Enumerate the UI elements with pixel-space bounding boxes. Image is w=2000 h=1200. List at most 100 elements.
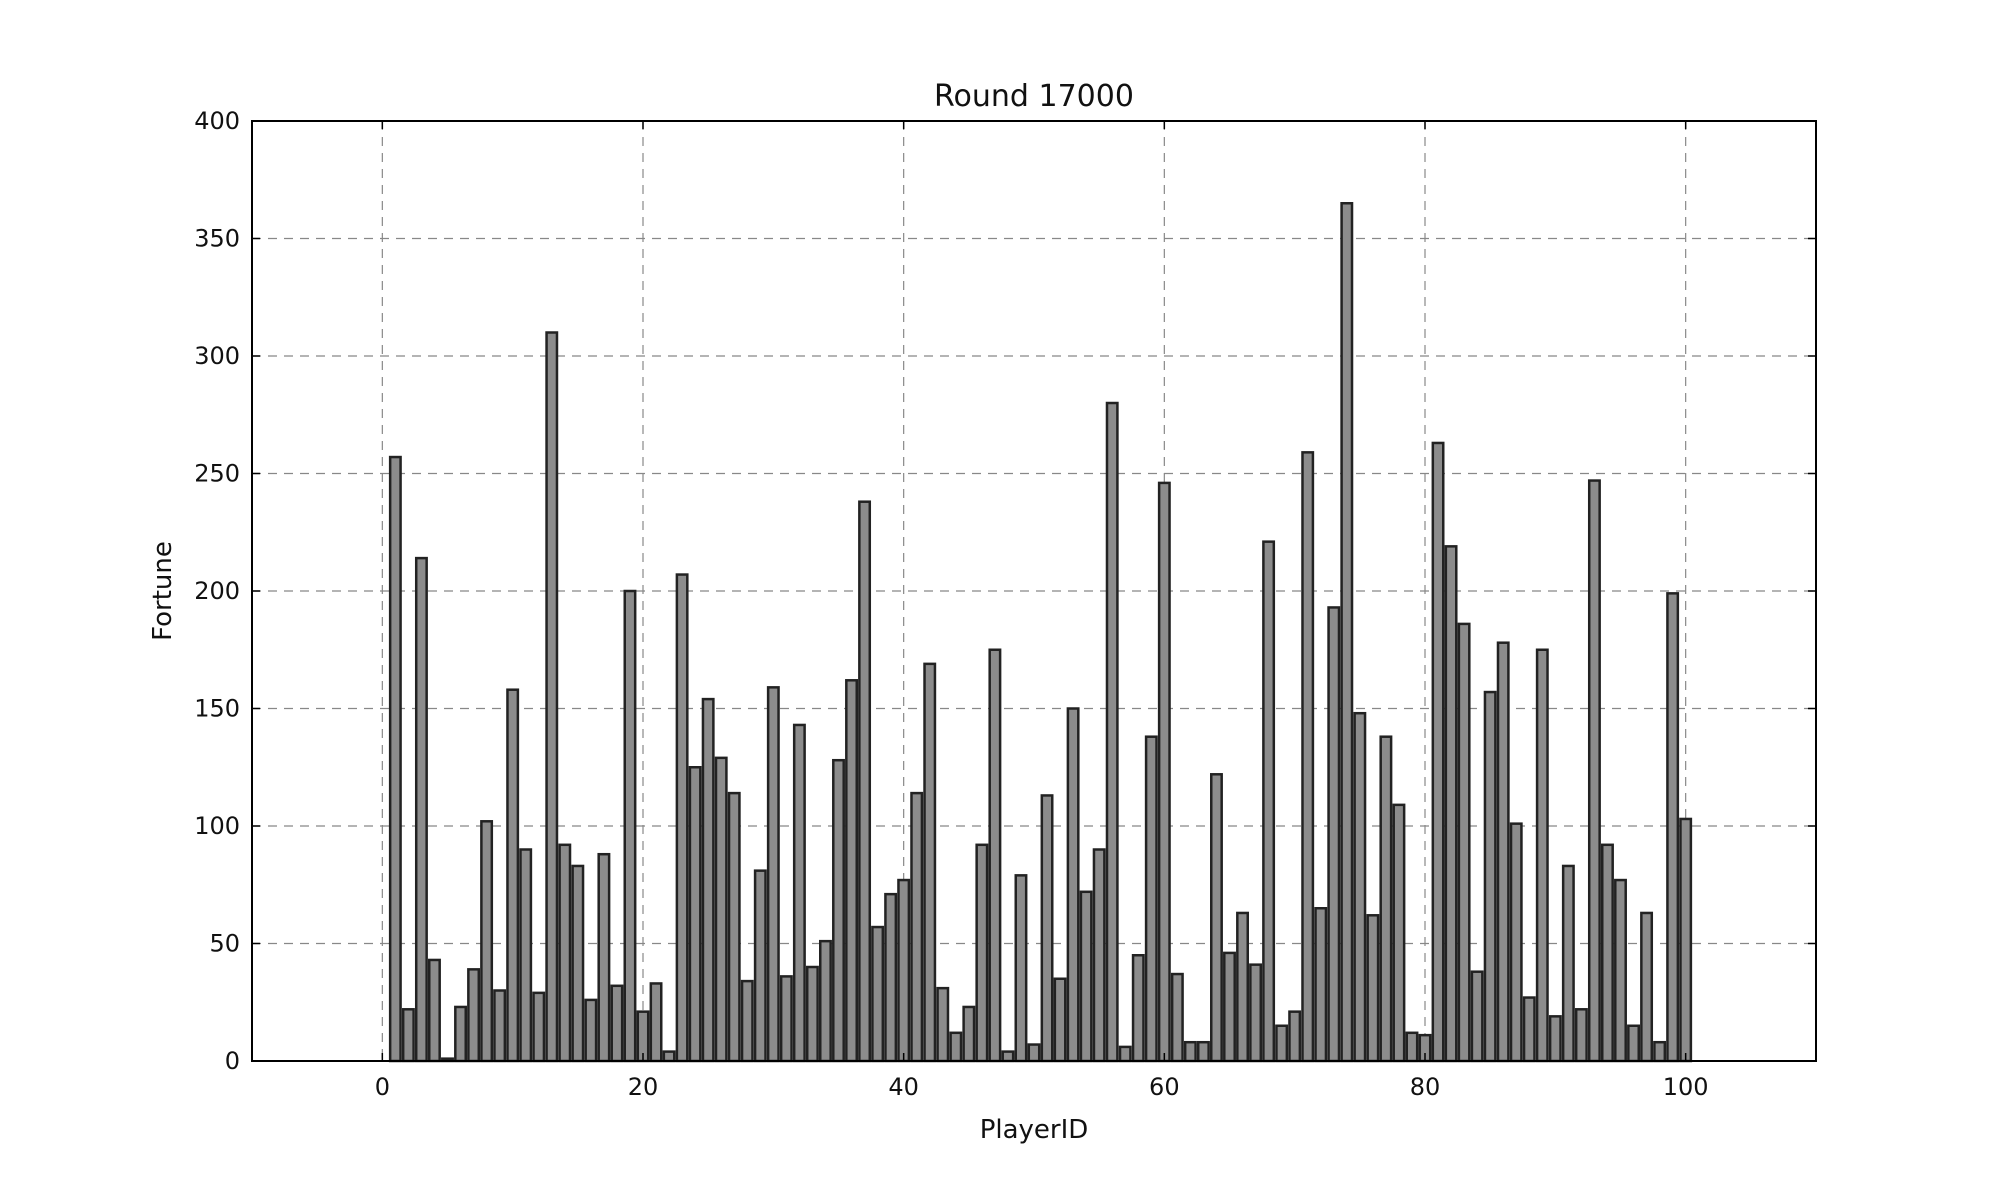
- y-tick-label: 200: [194, 577, 240, 605]
- bar-player-85: [1483, 690, 1497, 1063]
- bar-player-22: [662, 1050, 676, 1063]
- bar-player-67: [1249, 963, 1263, 1063]
- bar-player-78: [1392, 803, 1406, 1063]
- bar-player-23: [675, 573, 689, 1063]
- bar-player-43: [936, 986, 950, 1063]
- bar-player-1: [388, 455, 402, 1063]
- bar-player-2: [401, 1008, 415, 1063]
- bar-player-79: [1405, 1031, 1419, 1063]
- bar-player-26: [714, 756, 728, 1063]
- bar-player-83: [1457, 622, 1471, 1063]
- bar-player-86: [1496, 641, 1510, 1063]
- bar-player-10: [506, 688, 520, 1063]
- bar-player-39: [884, 892, 898, 1063]
- bar-player-41: [910, 791, 924, 1063]
- bar-player-62: [1183, 1040, 1197, 1063]
- bar-player-99: [1666, 592, 1680, 1063]
- bar-player-81: [1431, 441, 1445, 1063]
- y-tick-label: 300: [194, 342, 240, 370]
- x-tick-label: 80: [1410, 1073, 1441, 1101]
- bar-player-21: [649, 982, 663, 1063]
- bar-player-72: [1314, 907, 1328, 1063]
- y-tick-label: 150: [194, 695, 240, 723]
- bar-player-54: [1079, 890, 1093, 1063]
- bar-player-82: [1444, 545, 1458, 1063]
- y-tick-label: 250: [194, 460, 240, 488]
- bar-player-27: [727, 791, 741, 1063]
- x-tick-label: 20: [628, 1073, 659, 1101]
- bar-player-46: [975, 843, 989, 1063]
- bar-player-19: [623, 589, 637, 1063]
- x-tick-label: 40: [888, 1073, 919, 1101]
- x-axis-ticks: 0 20 40 60 80 100: [375, 121, 1709, 1101]
- bar-player-64: [1210, 773, 1223, 1063]
- bar-player-48: [1001, 1050, 1015, 1063]
- y-axis-label: Fortune: [148, 541, 178, 641]
- bar-player-94: [1601, 843, 1614, 1063]
- bar-player-65: [1223, 951, 1236, 1063]
- bar-player-7: [467, 968, 481, 1063]
- y-tick-label: 100: [194, 812, 240, 840]
- bar-player-92: [1574, 1008, 1588, 1063]
- bar-player-53: [1066, 707, 1080, 1063]
- bar-player-57: [1118, 1045, 1132, 1063]
- bar-player-61: [1170, 972, 1184, 1063]
- bar-player-47: [988, 648, 1002, 1063]
- x-axis-label: PlayerID: [980, 1115, 1089, 1145]
- bar-player-6: [454, 1005, 467, 1063]
- bar-player-59: [1144, 735, 1158, 1063]
- bar-player-96: [1627, 1024, 1640, 1063]
- y-tick-label: 350: [194, 225, 240, 253]
- y-tick-label: 0: [225, 1047, 240, 1075]
- bar-player-55: [1092, 848, 1106, 1063]
- bar-player-95: [1614, 878, 1627, 1063]
- x-tick-label: 100: [1663, 1073, 1709, 1101]
- bar-player-3: [414, 556, 428, 1063]
- bar-player-50: [1027, 1043, 1041, 1063]
- bar-player-77: [1379, 735, 1393, 1063]
- bar-player-24: [688, 766, 702, 1063]
- bar-player-71: [1301, 451, 1315, 1063]
- bar-player-17: [597, 852, 611, 1063]
- bar-player-87: [1509, 822, 1523, 1063]
- bar-player-97: [1640, 911, 1654, 1063]
- bar-player-4: [428, 958, 441, 1063]
- bar-player-36: [845, 679, 858, 1063]
- bar-player-25: [701, 697, 715, 1063]
- bar-player-29: [753, 869, 767, 1063]
- bar-player-89: [1535, 648, 1549, 1063]
- bar-player-69: [1275, 1024, 1289, 1063]
- bar-player-9: [493, 989, 507, 1063]
- bar-player-100: [1679, 817, 1693, 1063]
- bar-player-30: [766, 686, 780, 1063]
- bar-player-33: [805, 965, 819, 1063]
- bar-player-51: [1040, 794, 1054, 1063]
- bar-player-90: [1548, 1015, 1562, 1063]
- bar-player-91: [1561, 864, 1575, 1063]
- bar-player-13: [545, 331, 559, 1063]
- bar-player-68: [1262, 540, 1276, 1063]
- bar-player-73: [1327, 606, 1341, 1063]
- bar-player-98: [1653, 1040, 1667, 1063]
- bar-player-70: [1288, 1010, 1302, 1063]
- bar-player-63: [1196, 1040, 1210, 1063]
- bar-player-38: [871, 925, 885, 1063]
- bar-player-11: [519, 848, 533, 1063]
- bar-player-16: [584, 998, 598, 1063]
- bar-player-40: [897, 878, 911, 1063]
- bar-player-93: [1587, 479, 1601, 1063]
- bar-player-56: [1105, 401, 1119, 1063]
- y-axis-ticks: 0 50 100 150 200 250 300 350 400: [194, 107, 1816, 1075]
- bar-player-88: [1522, 996, 1536, 1063]
- bar-player-52: [1053, 977, 1067, 1063]
- bar-player-14: [558, 843, 572, 1063]
- bar-player-44: [949, 1031, 963, 1063]
- bar-player-37: [858, 500, 872, 1063]
- bar-player-8: [480, 820, 494, 1063]
- bar-player-76: [1366, 914, 1380, 1063]
- bar-player-18: [610, 984, 624, 1063]
- y-tick-label: 50: [209, 930, 240, 958]
- bar-player-60: [1157, 481, 1171, 1063]
- bar-player-75: [1353, 711, 1367, 1063]
- chart-title: Round 17000: [934, 79, 1134, 114]
